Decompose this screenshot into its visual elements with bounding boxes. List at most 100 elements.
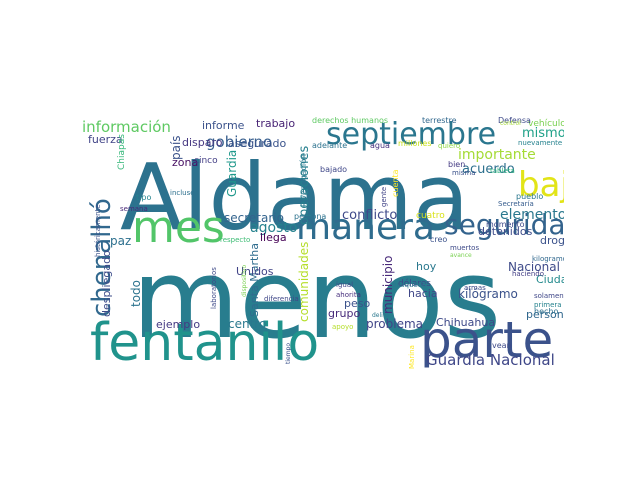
- word-avance: avance: [450, 252, 472, 259]
- word-municipio: municipio: [381, 256, 395, 314]
- word-seguridad: seguridad: [444, 208, 564, 241]
- word-personal: personal: [526, 308, 564, 321]
- word-elementos: elementos: [500, 207, 564, 223]
- word-mismo: mismo: [522, 126, 564, 141]
- word-agua: agua: [370, 141, 390, 150]
- word-guardia-nacional: Guardia Nacional: [426, 351, 555, 369]
- word-chiapas: Chiapas: [117, 134, 127, 170]
- word-conflicto: conflicto: [342, 208, 397, 223]
- word-respecto: respecto: [220, 236, 250, 244]
- word-centro: centro: [228, 317, 266, 331]
- word-bien: bien: [448, 160, 465, 169]
- word-santa-martha: Santa Martha: [248, 243, 261, 317]
- word-septiembre: septiembre: [326, 117, 496, 152]
- word-creo: creo: [430, 235, 447, 244]
- word-aldama: Aldama: [120, 144, 469, 251]
- word-apoyo: apoyo: [332, 323, 353, 331]
- word-defensa: Defensa: [498, 117, 531, 125]
- word-tiempo: tiempo: [285, 343, 292, 364]
- word-zona: zona: [172, 156, 198, 169]
- word-marina: Marina: [408, 345, 416, 369]
- word-informe: informe: [202, 119, 245, 132]
- word-menos: menos: [132, 235, 501, 363]
- word-ciudad: Ciudad: [536, 273, 564, 286]
- word-peso: peso: [344, 297, 370, 310]
- word-operaciones: operaciones: [297, 146, 312, 225]
- word-vehículo: vehículo: [528, 119, 564, 129]
- word-parte: parte: [420, 311, 553, 369]
- word-llega: llega: [260, 231, 287, 244]
- word-delito: delito: [372, 312, 389, 319]
- word-ejemplo: ejemplo: [156, 318, 200, 331]
- word-kilógramo: kilógramo: [458, 287, 518, 301]
- word-dólares: dólares: [398, 278, 431, 289]
- word-país: país: [169, 135, 183, 160]
- word-hecho: hecho: [534, 307, 558, 316]
- word-gente: gente: [380, 187, 388, 207]
- word-agosto: agosto: [250, 220, 297, 236]
- word-baja: baja: [518, 165, 564, 205]
- word-dispositivo: dispositivo: [241, 265, 248, 297]
- word-ahorita: ahorita: [336, 291, 361, 299]
- word-pueblo: pueblo: [516, 192, 543, 201]
- word-solamente: solamente: [534, 292, 564, 300]
- word-terrestre: terrestre: [422, 117, 457, 125]
- word-derechos-humanos: derechos humanos: [312, 117, 388, 125]
- word-misma: misma: [452, 169, 476, 177]
- word-momento: momento: [486, 220, 525, 229]
- word-persona: persona: [294, 212, 326, 221]
- word-cloud: menos Aldama fentanilo parte septiembre mes ma…: [80, 117, 564, 373]
- word-comunidades: comunidades: [297, 242, 311, 322]
- word-problema: problema: [366, 317, 423, 331]
- word-disparo: disparo: [182, 136, 223, 149]
- word-haciendo: haciendo: [512, 270, 544, 278]
- word-importante: importante: [458, 147, 536, 163]
- word-información: información: [82, 118, 171, 136]
- word-secretaría: Secretaría: [498, 200, 534, 208]
- word-nuevamente: nuevamente: [518, 139, 562, 147]
- word-secretario: secretario: [224, 211, 284, 225]
- word-asegurado: asegurado: [228, 137, 286, 150]
- word-hacia: hacia: [408, 287, 438, 300]
- word-tipo: tipo: [136, 193, 151, 202]
- word-bajado: bajado: [320, 165, 347, 174]
- word-unidos: Unidos: [236, 265, 274, 278]
- word-grupo: grupo: [328, 307, 360, 320]
- word-millones: millones: [398, 139, 432, 148]
- word-hoy: hoy: [416, 260, 437, 273]
- word-muertos: muertos: [450, 244, 479, 252]
- word-despliegado: despliegado: [100, 250, 113, 317]
- word-kilogramo: kilogramo: [532, 255, 564, 263]
- word-incluso: incluso: [170, 189, 195, 197]
- word-vean: vean: [492, 341, 512, 350]
- word-armas: armas: [464, 284, 486, 292]
- word-mes: mes: [132, 202, 225, 253]
- word-todo: todo: [129, 280, 143, 307]
- word-igual: igual: [336, 281, 353, 289]
- word-históricamente: históricamente: [94, 204, 102, 257]
- word-paz: paz: [110, 234, 131, 248]
- word-cinco: cinco: [194, 156, 218, 166]
- word-nacional: Nacional: [508, 260, 560, 274]
- word-fentanilo: fentanilo: [90, 313, 319, 373]
- word-cuenta: cuenta: [391, 169, 400, 197]
- word-control: control: [500, 120, 521, 127]
- word-acuerdo: acuerdo: [462, 162, 515, 177]
- word-investigación: investigación: [298, 154, 308, 207]
- word-cuatro: cuatro: [416, 211, 445, 221]
- word-adelante: adelante: [312, 141, 347, 150]
- word-gobierno: gobierno: [206, 133, 272, 151]
- word-quiero: quiero: [438, 142, 460, 150]
- word-diferencia: diferencia: [264, 295, 299, 303]
- word-droga: droga: [540, 234, 564, 247]
- word-chenalhó: chenalhó: [87, 198, 117, 317]
- word-búsqueda: búsqueda: [392, 281, 426, 289]
- word-tableta: tableta: [490, 167, 515, 175]
- word-primera: primera: [534, 301, 562, 309]
- word-trabajo: trabajo: [256, 117, 295, 130]
- word-semana: semana: [120, 205, 148, 213]
- word-guardia: Guardia: [225, 150, 239, 197]
- word-fuerza: fuerza: [88, 133, 123, 146]
- word-chihuahua: Chihuahua: [436, 316, 495, 329]
